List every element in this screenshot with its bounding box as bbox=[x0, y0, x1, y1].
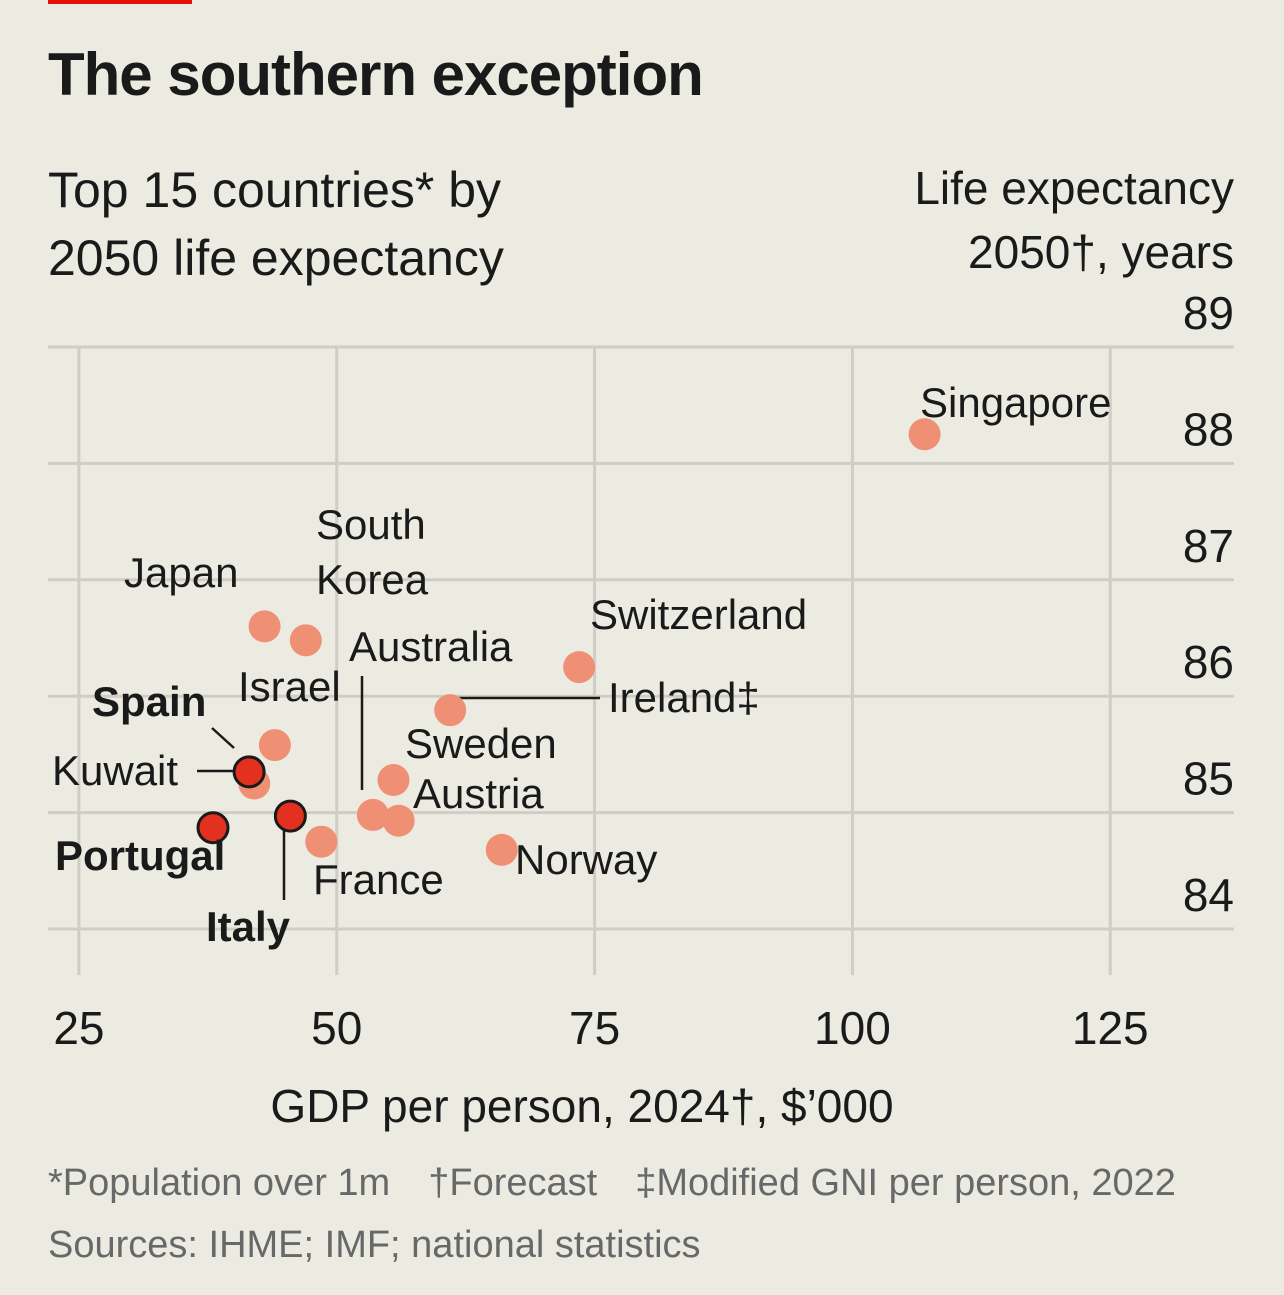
chart-title: The southern exception bbox=[48, 41, 704, 108]
y-axis-title: Life expectancy 2050†, years bbox=[914, 162, 1234, 278]
footnote-population: *Population over 1m bbox=[48, 1162, 391, 1204]
point-australia bbox=[356, 798, 389, 831]
footnote-forecast: †Forecast bbox=[428, 1162, 598, 1204]
point-labels: Singapore South Korea Japan Switzerland … bbox=[52, 379, 1111, 950]
label-france: France bbox=[313, 856, 444, 903]
y-tick-label: 84 bbox=[1183, 869, 1234, 921]
y-tick-label: 85 bbox=[1183, 753, 1234, 805]
x-tick-label: 75 bbox=[569, 1002, 620, 1054]
footnotes: *Population over 1m †Forecast ‡Modified GN… bbox=[48, 1162, 1176, 1205]
point-singapore bbox=[908, 418, 941, 451]
label-israel: Israel bbox=[238, 663, 341, 710]
point-austria bbox=[382, 804, 415, 837]
point-japan bbox=[248, 610, 281, 643]
spain-leader bbox=[211, 727, 235, 749]
label-south: South bbox=[316, 501, 426, 548]
data-points bbox=[196, 418, 941, 866]
y-tick-label: 88 bbox=[1183, 403, 1234, 455]
tick-labels: 84 85 86 87 88 89 25 50 75 100 125 bbox=[53, 287, 1234, 1054]
label-korea: Korea bbox=[316, 556, 429, 603]
brand-tag bbox=[48, 0, 192, 4]
gridlines bbox=[48, 345, 1234, 975]
x-tick-label: 50 bbox=[311, 1002, 362, 1054]
label-italy: Italy bbox=[206, 903, 291, 950]
x-tick-label: 25 bbox=[53, 1002, 104, 1054]
y-tick-label: 86 bbox=[1183, 636, 1234, 688]
label-switzerland: Switzerland bbox=[590, 591, 807, 638]
label-spain: Spain bbox=[92, 678, 206, 725]
point-ireland bbox=[434, 694, 467, 727]
chart-subtitle: Top 15 countries* by 2050 life expectanc… bbox=[48, 162, 504, 286]
label-japan: Japan bbox=[124, 549, 238, 596]
sources-note: Sources: IHME; IMF; national statistics bbox=[48, 1224, 701, 1266]
label-portugal: Portugal bbox=[55, 832, 225, 879]
point-sweden bbox=[377, 764, 410, 797]
label-sweden: Sweden bbox=[405, 720, 557, 767]
label-kuwait: Kuwait bbox=[52, 747, 178, 794]
label-australia: Australia bbox=[349, 623, 513, 670]
label-singapore: Singapore bbox=[920, 379, 1111, 426]
x-tick-label: 125 bbox=[1072, 1002, 1149, 1054]
footnote-modified-gni: ‡Modified GNI per person, 2022 bbox=[635, 1162, 1176, 1204]
point-norway bbox=[485, 833, 518, 866]
point-switzerland bbox=[563, 651, 596, 684]
label-austria: Austria bbox=[413, 770, 544, 817]
scatter-chart: 84 85 86 87 88 89 25 50 75 100 125 GDP per person,… bbox=[48, 287, 1234, 1132]
label-ireland: Ireland‡ bbox=[608, 674, 760, 721]
label-norway: Norway bbox=[515, 836, 657, 883]
y-tick-label: 89 bbox=[1183, 287, 1234, 339]
x-axis-title: GDP per person, 2024†, $’000 bbox=[270, 1080, 893, 1132]
point-spain bbox=[232, 755, 266, 789]
point-south-korea bbox=[289, 624, 322, 657]
x-tick-label: 100 bbox=[814, 1002, 891, 1054]
point-france bbox=[305, 825, 338, 858]
point-portugal bbox=[196, 811, 230, 845]
point-italy bbox=[273, 799, 307, 833]
y-tick-label: 87 bbox=[1183, 520, 1234, 572]
point-israel bbox=[258, 729, 291, 762]
